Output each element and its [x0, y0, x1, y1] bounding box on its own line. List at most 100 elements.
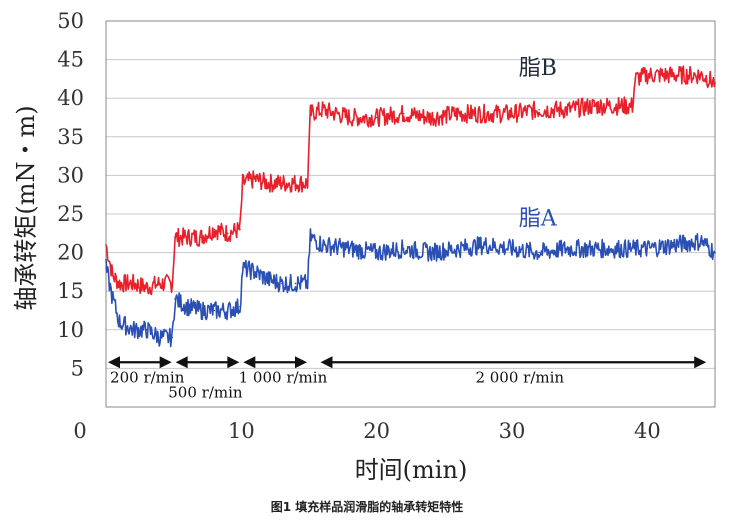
- data-point: [592, 105, 594, 107]
- data-point: [111, 274, 114, 277]
- data-point: [239, 305, 241, 308]
- data-point: [227, 232, 229, 235]
- data-point: [241, 182, 244, 184]
- data-point: [565, 108, 567, 111]
- data-point: [254, 271, 256, 273]
- data-point: [159, 282, 161, 285]
- data-point: [646, 74, 649, 76]
- data-point: [199, 309, 202, 312]
- data-point: [538, 251, 540, 254]
- data-point: [511, 112, 513, 115]
- data-point: [619, 247, 622, 250]
- y-tick-label: 40: [57, 86, 84, 110]
- data-point: [484, 112, 486, 115]
- data-point: [714, 81, 716, 84]
- data-point: [239, 228, 241, 231]
- data-point: [118, 282, 121, 285]
- data-point: [375, 116, 378, 119]
- x-tick-label: 0: [73, 419, 86, 443]
- data-point: [159, 336, 161, 339]
- y-tick-label: 5: [71, 356, 84, 380]
- data-point: [592, 247, 594, 250]
- y-tick-label: 50: [57, 9, 84, 33]
- torque-chart: 5 10 15 20 25 30 35 40 45 50 0 10 20 30 40 200 r/min5…: [12, 9, 716, 484]
- series-grease-b: [105, 65, 716, 296]
- data-point: [430, 116, 432, 119]
- data-point: [213, 228, 216, 231]
- data-series: [105, 65, 716, 348]
- x-tick-labels: 0 10 20 30 40: [73, 419, 660, 443]
- data-point: [111, 298, 114, 300]
- data-point: [375, 251, 378, 254]
- data-point: [402, 112, 405, 115]
- y-tick-label: 25: [57, 202, 84, 226]
- series-label-grease-b: 脂B: [519, 56, 557, 81]
- plot-area-frame: [105, 20, 716, 408]
- x-axis-title: 时间(min): [355, 456, 468, 484]
- data-point: [267, 182, 270, 184]
- data-point: [484, 244, 486, 246]
- data-point: [213, 309, 216, 312]
- data-point: [145, 286, 148, 289]
- x-tick-label: 10: [228, 419, 255, 443]
- series-line: [105, 228, 716, 348]
- y-tick-label: 35: [57, 125, 84, 149]
- data-point: [646, 247, 649, 250]
- data-point: [511, 247, 513, 250]
- grid-lines: [106, 20, 715, 369]
- data-point: [105, 244, 107, 246]
- data-point: [241, 267, 244, 269]
- speed-range-arrow: 1 000 r/min: [239, 356, 328, 386]
- speed-label: 500 r/min: [168, 384, 243, 402]
- y-axis-title: 轴承转矩(mN・m): [12, 105, 40, 310]
- arrow-head-right: [694, 356, 707, 369]
- data-point: [538, 108, 540, 111]
- data-point: [199, 236, 202, 238]
- data-point: [348, 116, 351, 119]
- y-tick-label: 30: [57, 163, 84, 187]
- speed-range-arrow: 500 r/min: [168, 356, 243, 402]
- y-tick-label: 10: [57, 318, 84, 342]
- arrow-head-right: [227, 356, 240, 369]
- arrow-head-left: [175, 356, 188, 369]
- arrow-head-right: [159, 356, 172, 369]
- speed-range-arrow: 2 000 r/min: [320, 356, 707, 386]
- data-point: [105, 267, 107, 269]
- data-point: [118, 321, 121, 323]
- data-point: [321, 244, 324, 246]
- arrow-head-left: [108, 356, 120, 369]
- data-point: [565, 247, 567, 250]
- data-point: [171, 336, 174, 339]
- data-point: [186, 236, 188, 238]
- figure-caption: 图1 填充样品润滑脂的轴承转矩特性: [270, 500, 464, 514]
- x-tick-label: 30: [499, 419, 526, 443]
- speed-label: 2 000 r/min: [475, 368, 564, 386]
- arrow-head-right: [295, 356, 307, 369]
- data-point: [321, 108, 324, 111]
- data-point: [145, 329, 148, 331]
- data-point: [306, 282, 309, 285]
- data-point: [402, 247, 405, 250]
- series-grease-a: [105, 228, 716, 348]
- data-point: [673, 74, 676, 76]
- data-point: [700, 240, 703, 242]
- data-point: [281, 282, 283, 285]
- x-tick-label: 40: [634, 419, 661, 443]
- data-point: [174, 236, 176, 238]
- data-point: [306, 182, 309, 184]
- speed-range-arrow: 200 r/min: [108, 356, 185, 386]
- arrow-head-left: [243, 356, 256, 369]
- x-tick-label: 20: [363, 419, 390, 443]
- data-point: [673, 244, 676, 246]
- arrow-head-left: [320, 356, 333, 369]
- data-point: [634, 78, 636, 80]
- series-labels: 脂B 脂A: [519, 56, 558, 232]
- y-tick-label: 45: [57, 48, 84, 72]
- series-label-grease-a: 脂A: [519, 207, 558, 232]
- data-point: [254, 178, 256, 181]
- data-point: [457, 247, 459, 250]
- speed-label: 1 000 r/min: [239, 368, 328, 386]
- y-tick-label: 15: [57, 279, 84, 303]
- data-point: [174, 298, 176, 300]
- data-point: [132, 329, 134, 331]
